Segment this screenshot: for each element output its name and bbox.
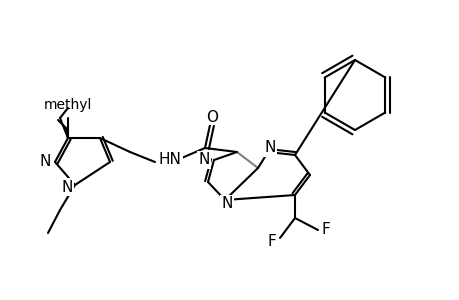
Text: HN: HN: [158, 152, 181, 167]
Text: N: N: [61, 179, 73, 194]
Text: N: N: [198, 152, 209, 167]
Text: N: N: [221, 196, 232, 211]
Text: F: F: [321, 223, 330, 238]
Text: O: O: [206, 110, 218, 124]
Text: F: F: [267, 235, 276, 250]
Text: methyl: methyl: [44, 98, 92, 112]
Text: N: N: [39, 154, 50, 169]
Text: N: N: [264, 140, 275, 155]
